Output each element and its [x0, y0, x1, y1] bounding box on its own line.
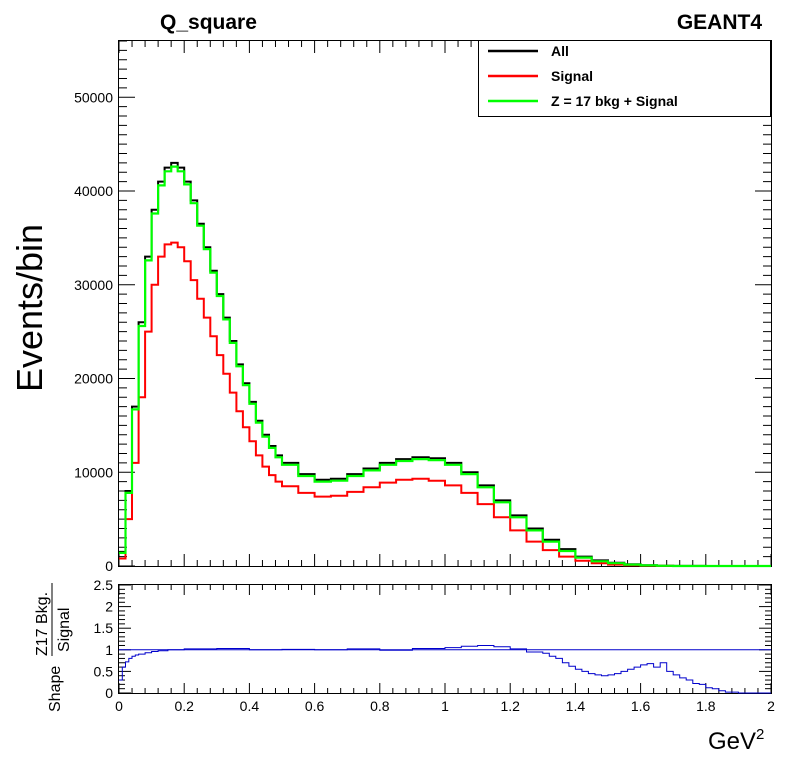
main-y-tick-label: 50000: [74, 89, 113, 105]
main-plot-frame: [118, 40, 772, 567]
x-tick-label: 1: [441, 698, 449, 714]
x-axis-title-superscript: 2: [756, 726, 764, 743]
x-tick-label: 0.8: [370, 698, 390, 714]
x-axis-title: GeV2: [708, 726, 764, 755]
y-axis-title: Events/bin: [9, 224, 50, 392]
x-tick-label: 0: [115, 698, 123, 714]
ratio-axis-ticks: [118, 584, 772, 694]
main-axis-ticks: [118, 40, 772, 567]
main-y-tick-label: 10000: [74, 464, 113, 480]
chart-title: Q_square: [160, 11, 257, 34]
ratio-plot-frame: [118, 584, 772, 694]
x-tick-label: 0.4: [240, 698, 260, 714]
ratio-y-tick-labels: 0 0.5 1 1.5 2 2.5: [94, 577, 114, 701]
main-y-tick-label: 30000: [74, 277, 113, 293]
series-signal-line: [119, 241, 771, 567]
x-tick-label: 1.6: [631, 698, 651, 714]
ratio-y-tick-label: 1.5: [94, 620, 114, 636]
ratio-y-tick-label: 0: [105, 685, 113, 701]
ratio-ylabel-numerator: Z17 Bkg.: [34, 592, 51, 656]
x-tick-label: 1.4: [566, 698, 586, 714]
main-series-group: [119, 161, 771, 568]
ratio-series-line: [119, 645, 771, 694]
x-tick-label: 1.2: [500, 698, 520, 714]
x-tick-label: 0.2: [174, 698, 194, 714]
series-z17-bkg-signal-line: [119, 165, 771, 568]
ratio-y-tick-label: 1: [105, 642, 113, 658]
x-tick-labels: 0 0.2 0.4 0.6 0.8 1 1.2 1.4 1.6 1.8 2: [115, 698, 775, 714]
legend-label-z17: Z = 17 bkg + Signal: [551, 93, 678, 109]
x-tick-label: 0.6: [305, 698, 325, 714]
main-y-tick-label: 40000: [74, 183, 113, 199]
ratio-ylabel-prefix: Shape: [47, 666, 64, 712]
legend-box: [478, 40, 771, 117]
legend-label-signal: Signal: [551, 68, 593, 84]
ratio-y-axis-title: Shape Z17 Bkg. Signal: [34, 583, 73, 712]
main-y-tick-label: 0: [105, 558, 113, 574]
ratio-y-tick-label: 0.5: [94, 663, 114, 679]
x-tick-label: 2: [767, 698, 775, 714]
ratio-ylabel-denominator: Signal: [56, 608, 73, 652]
ratio-y-tick-label: 2.5: [94, 577, 114, 593]
series-all-line: [119, 161, 771, 567]
main-y-tick-label: 20000: [74, 371, 113, 387]
legend: All Signal Z = 17 bkg + Signal: [478, 40, 771, 117]
legend-label-all: All: [551, 43, 569, 59]
x-tick-label: 1.8: [696, 698, 716, 714]
main-y-tick-labels: 0 10000 20000 30000 40000 50000: [74, 89, 113, 574]
ratio-y-tick-label: 2: [105, 599, 113, 615]
x-axis-title-base: GeV: [708, 728, 756, 755]
experiment-label: GEANT4: [677, 11, 763, 34]
ratio-series-group: [119, 645, 771, 694]
